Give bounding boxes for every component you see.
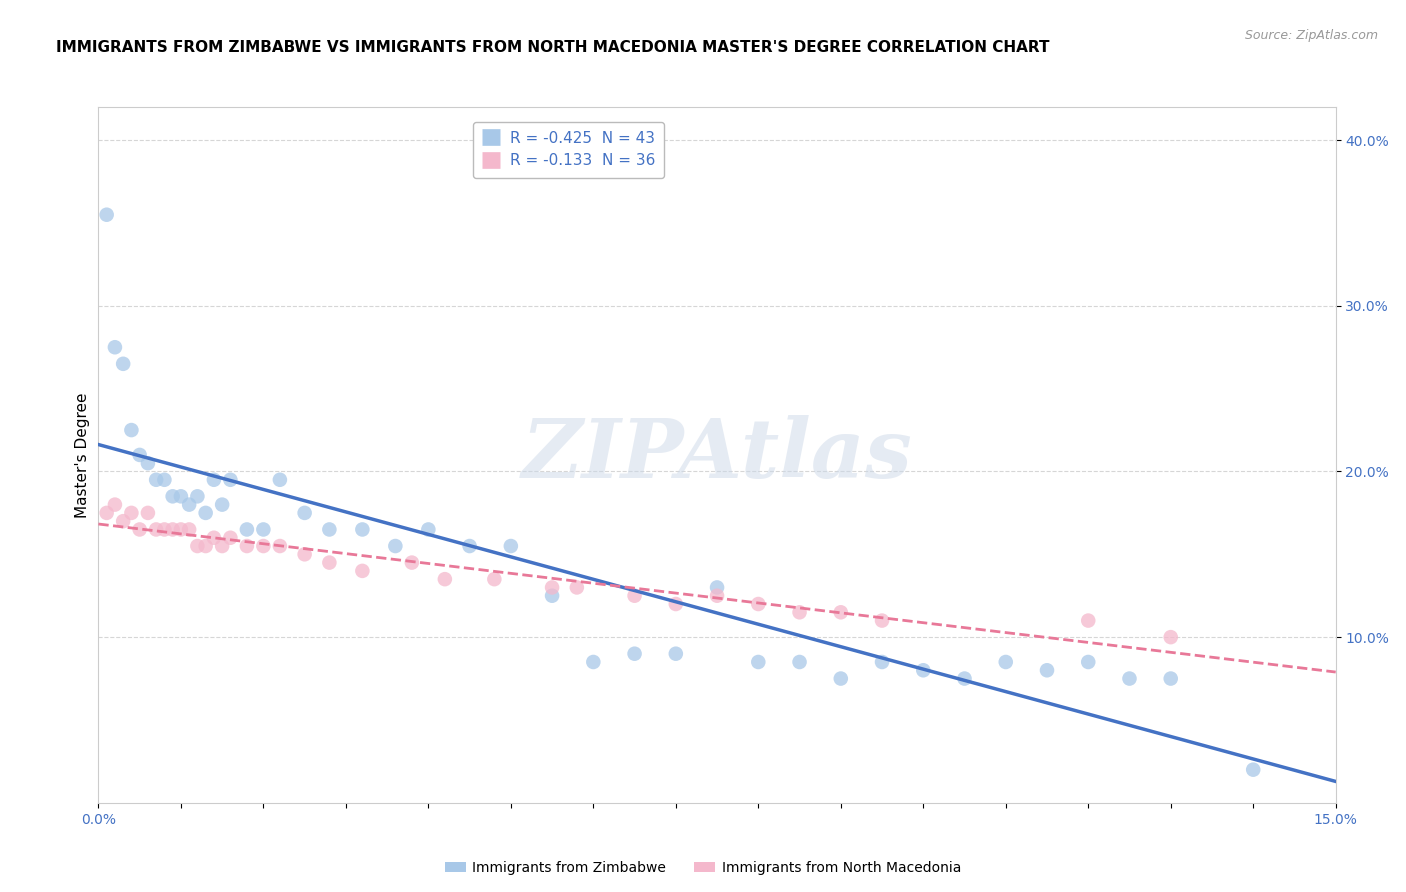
Point (96, 506, 118, 520)
Point (384, 539, 406, 553)
Point (96, 208, 118, 222)
Point (269, 473, 291, 487)
Point (665, 647, 688, 661)
Point (706, 589, 728, 603)
Point (1160, 672, 1182, 686)
Y-axis label: Master's Degree: Master's Degree (75, 392, 90, 517)
Point (269, 539, 291, 553)
Point (202, 531, 225, 545)
Point (623, 589, 645, 603)
Point (318, 523, 340, 537)
Point (236, 523, 259, 537)
Point (623, 647, 645, 661)
Legend: R = -0.425  N = 43, R = -0.133  N = 36: R = -0.425 N = 43, R = -0.133 N = 36 (472, 121, 664, 178)
Point (219, 473, 242, 487)
Point (179, 498, 201, 512)
Point (541, 581, 564, 595)
Point (194, 539, 217, 553)
Point (252, 523, 274, 537)
Point (112, 357, 135, 371)
Text: ZIPAtlas: ZIPAtlas (522, 415, 912, 495)
Point (294, 506, 316, 520)
Point (830, 605, 852, 619)
Point (994, 655, 1017, 669)
Point (870, 655, 893, 669)
Point (830, 672, 852, 686)
Point (418, 523, 440, 537)
Point (401, 556, 423, 570)
Point (104, 340, 127, 354)
Point (1160, 630, 1182, 644)
Point (194, 506, 217, 520)
Point (153, 473, 176, 487)
Point (1077, 655, 1099, 669)
Point (211, 498, 233, 512)
Point (953, 672, 976, 686)
Point (458, 539, 481, 553)
Point (499, 539, 522, 553)
Text: Source: ZipAtlas.com: Source: ZipAtlas.com (1244, 29, 1378, 42)
Point (136, 506, 159, 520)
Point (179, 523, 201, 537)
Point (870, 614, 893, 628)
Point (789, 655, 811, 669)
Point (162, 489, 184, 503)
Point (202, 473, 225, 487)
Point (128, 523, 150, 537)
Point (128, 448, 150, 462)
Point (541, 589, 564, 603)
Text: IMMIGRANTS FROM ZIMBABWE VS IMMIGRANTS FROM NORTH MACEDONIA MASTER'S DEGREE CORR: IMMIGRANTS FROM ZIMBABWE VS IMMIGRANTS F… (56, 40, 1050, 55)
Point (789, 605, 811, 619)
Point (170, 523, 193, 537)
Point (352, 564, 374, 578)
Point (162, 523, 184, 537)
Point (433, 572, 456, 586)
Point (706, 581, 728, 595)
Point (747, 597, 769, 611)
Point (318, 556, 340, 570)
Point (145, 523, 167, 537)
Point (236, 539, 259, 553)
Point (1036, 663, 1059, 677)
Point (186, 489, 208, 503)
Point (582, 655, 605, 669)
Point (153, 523, 176, 537)
Point (1118, 672, 1140, 686)
Point (252, 539, 274, 553)
Point (219, 531, 242, 545)
Point (352, 523, 374, 537)
Point (136, 456, 159, 470)
Point (120, 506, 142, 520)
Point (294, 547, 316, 561)
Point (747, 655, 769, 669)
Legend: Immigrants from Zimbabwe, Immigrants from North Macedonia: Immigrants from Zimbabwe, Immigrants fro… (439, 855, 967, 880)
Point (186, 539, 208, 553)
Point (104, 498, 127, 512)
Point (120, 423, 142, 437)
Point (170, 489, 193, 503)
Point (912, 663, 935, 677)
Point (1241, 763, 1264, 777)
Point (145, 473, 167, 487)
Point (112, 514, 135, 528)
Point (211, 539, 233, 553)
Point (665, 597, 688, 611)
Point (565, 581, 588, 595)
Point (1077, 614, 1099, 628)
Point (484, 572, 506, 586)
